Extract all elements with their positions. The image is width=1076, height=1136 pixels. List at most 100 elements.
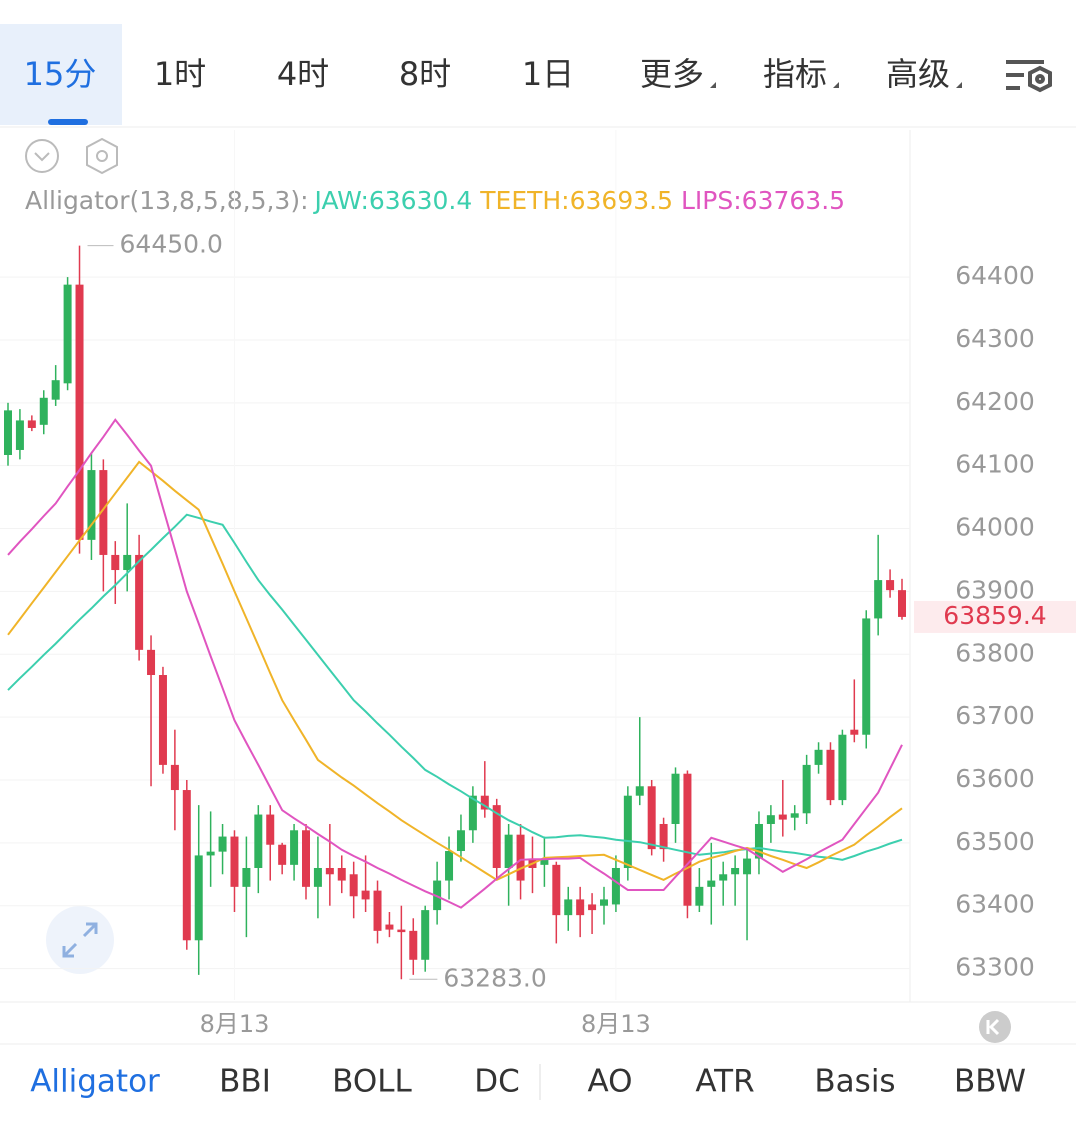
candle-body [492,805,501,868]
indicator-label: Alligator(13,8,5,8,5,3): [25,186,309,215]
candle-body [313,867,322,887]
indicator-tab[interactable]: AO [587,1064,632,1100]
x-tick-label: 8月13 [581,1010,651,1038]
candle-body [647,786,656,850]
candle-body [778,814,787,820]
dropdown-caret [710,82,716,88]
time-tab[interactable]: 指标 [763,55,827,93]
candle-body [552,864,561,916]
candle-body [75,284,84,540]
candle-body [719,874,728,881]
candle-body [838,734,847,801]
indicator-tab[interactable]: BOLL [332,1064,412,1100]
indicator-tab[interactable]: BBI [219,1064,271,1100]
candle-body [218,836,227,852]
candle-body [123,554,132,571]
time-tab[interactable]: 15分 [24,55,97,93]
candle-body [790,813,799,818]
legend-entry: TEETH:63693.5 [479,186,673,215]
candle-body [99,470,108,555]
y-tick-label: 64000 [955,513,1035,542]
expand-icon[interactable] [46,906,114,974]
candle-body [337,867,346,881]
candle-body [731,867,740,875]
candle-body [385,924,394,930]
legend-entry: LIPS:63763.5 [681,186,845,215]
scroll-end-button[interactable] [979,1011,1011,1043]
candle-body [826,749,835,801]
indicator-tab[interactable]: DC [474,1064,520,1100]
candle-body [254,814,263,868]
candle-body [111,554,120,571]
y-tick-label: 63800 [955,638,1035,667]
candle-body [361,890,370,900]
last-price-box [914,600,1076,633]
candle-body [480,795,489,810]
candle-body [302,830,310,887]
max-label: 64450.0 [120,230,223,259]
hex-settings-icon[interactable] [86,137,118,175]
candle-body [445,851,454,881]
y-tick-label: 64300 [955,324,1035,353]
x-tick-label: 8月13 [200,1010,270,1038]
candle-body [707,880,716,887]
candle-body [635,786,644,796]
candle-body [194,855,203,941]
y-tick-label: 63400 [955,890,1035,919]
candle-body [576,899,585,916]
candle-body [850,729,859,735]
candle-body [874,580,883,619]
y-tick-label: 63600 [955,764,1035,793]
time-tab[interactable]: 高级 [886,55,950,93]
candle-body [623,795,632,868]
candle-body [504,834,513,868]
candle-body [564,899,573,916]
y-tick-label: 63500 [955,827,1035,856]
indicator-tab[interactable]: BBW [954,1064,1026,1100]
dropdown-caret [956,82,962,88]
candle-body [659,823,668,850]
candle-body [588,904,597,911]
candle-body [15,420,24,450]
y-tick-label: 64100 [955,450,1035,479]
indicator-tab[interactable]: Basis [814,1064,895,1100]
candle-body [325,867,334,875]
y-tick-label: 63700 [955,701,1035,730]
candle-body [278,844,287,865]
candle-body [409,930,418,960]
candle-body [349,874,358,897]
indicator-tab[interactable]: Alligator [30,1064,160,1100]
collapse-icon[interactable] [25,139,59,173]
time-tab[interactable]: 4时 [277,55,329,93]
time-tab[interactable]: 8时 [399,55,451,93]
candle-body [766,815,775,824]
candle-body [206,851,215,856]
time-tab[interactable]: 1时 [154,55,206,93]
candle-body [158,675,167,765]
candle-body [754,823,763,859]
alligator-line [7,513,903,861]
settings-icon[interactable] [1006,60,1052,93]
candle-body [743,858,752,875]
time-tab[interactable]: 1日 [522,55,574,93]
selected-tab-underline [48,119,88,125]
candle-body [683,773,692,906]
y-tick-label: 63900 [955,575,1035,604]
candle-body [802,764,811,814]
candle-body [671,773,680,824]
indicator-tab[interactable]: ATR [695,1064,754,1100]
y-tick-label: 63300 [955,953,1035,982]
dropdown-caret [833,82,839,88]
candle-body [516,834,525,881]
y-tick-label: 64200 [955,387,1035,416]
candle-body [4,410,12,455]
y-tick-label: 64400 [955,261,1035,290]
candle-body [468,795,477,831]
candle-body [51,380,60,400]
candle-body [27,420,36,428]
time-tab[interactable]: 更多 [640,55,704,93]
candle-body [242,867,251,887]
candle-body [170,764,179,791]
